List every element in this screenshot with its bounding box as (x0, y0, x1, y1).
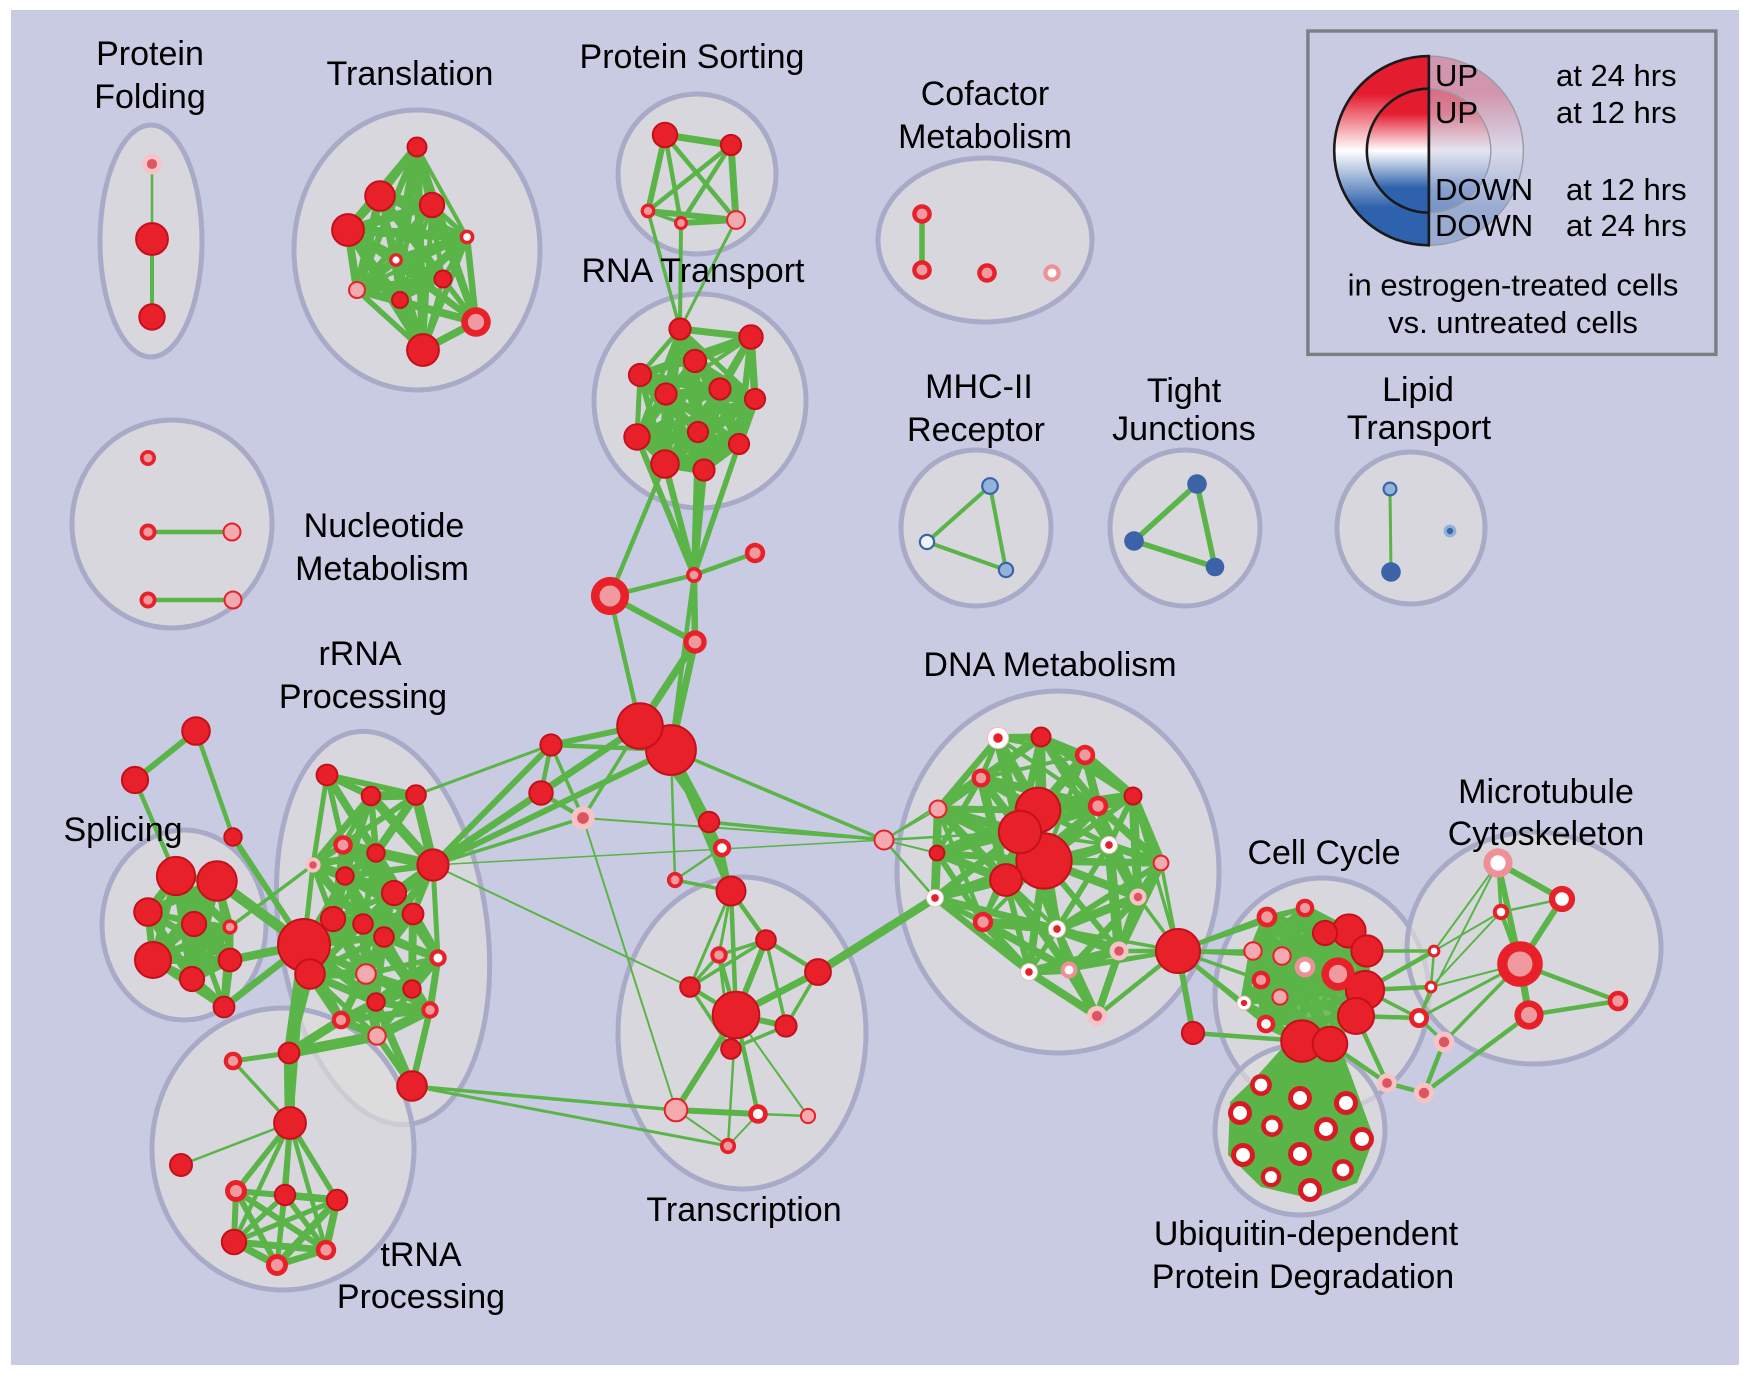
svg-text:Translation: Translation (327, 55, 494, 93)
svg-text:Metabolism: Metabolism (898, 118, 1072, 156)
svg-text:rRNA: rRNA (318, 635, 401, 673)
svg-text:Splicing: Splicing (63, 811, 182, 849)
svg-text:UP: UP (1435, 95, 1478, 130)
svg-text:vs. untreated cells: vs. untreated cells (1388, 305, 1638, 340)
svg-text:Transcription: Transcription (646, 1191, 841, 1229)
svg-text:Processing: Processing (337, 1278, 505, 1316)
svg-text:Nucleotide: Nucleotide (304, 507, 465, 545)
svg-text:Lipid: Lipid (1382, 371, 1454, 409)
svg-text:at 12 hrs: at 12 hrs (1556, 95, 1677, 130)
svg-text:Ubiquitin-dependent: Ubiquitin-dependent (1154, 1215, 1459, 1253)
svg-text:Tight: Tight (1147, 372, 1222, 410)
svg-text:in estrogen-treated cells: in estrogen-treated cells (1348, 268, 1679, 303)
svg-text:Cytoskeleton: Cytoskeleton (1448, 815, 1645, 853)
svg-text:Microtubule: Microtubule (1458, 773, 1634, 811)
svg-text:Receptor: Receptor (907, 411, 1045, 449)
svg-text:Protein: Protein (96, 35, 204, 73)
svg-text:DOWN: DOWN (1435, 208, 1533, 243)
svg-text:at 24 hrs: at 24 hrs (1566, 208, 1687, 243)
svg-text:DNA Metabolism: DNA Metabolism (923, 646, 1176, 684)
svg-text:Cell Cycle: Cell Cycle (1247, 834, 1400, 872)
svg-text:MHC-II: MHC-II (925, 368, 1033, 406)
svg-text:Processing: Processing (279, 678, 447, 716)
svg-text:Metabolism: Metabolism (295, 550, 469, 588)
svg-text:Protein Degradation: Protein Degradation (1152, 1258, 1454, 1296)
svg-text:Folding: Folding (94, 78, 206, 116)
svg-text:tRNA: tRNA (380, 1236, 462, 1274)
svg-text:RNA Transport: RNA Transport (582, 252, 806, 290)
svg-text:Protein Sorting: Protein Sorting (580, 38, 805, 76)
svg-text:Junctions: Junctions (1112, 410, 1256, 448)
svg-text:UP: UP (1435, 58, 1478, 93)
svg-text:at 12 hrs: at 12 hrs (1566, 172, 1687, 207)
svg-text:DOWN: DOWN (1435, 172, 1533, 207)
svg-text:at 24 hrs: at 24 hrs (1556, 58, 1677, 93)
svg-text:Cofactor: Cofactor (921, 75, 1050, 113)
svg-text:Transport: Transport (1347, 409, 1492, 447)
